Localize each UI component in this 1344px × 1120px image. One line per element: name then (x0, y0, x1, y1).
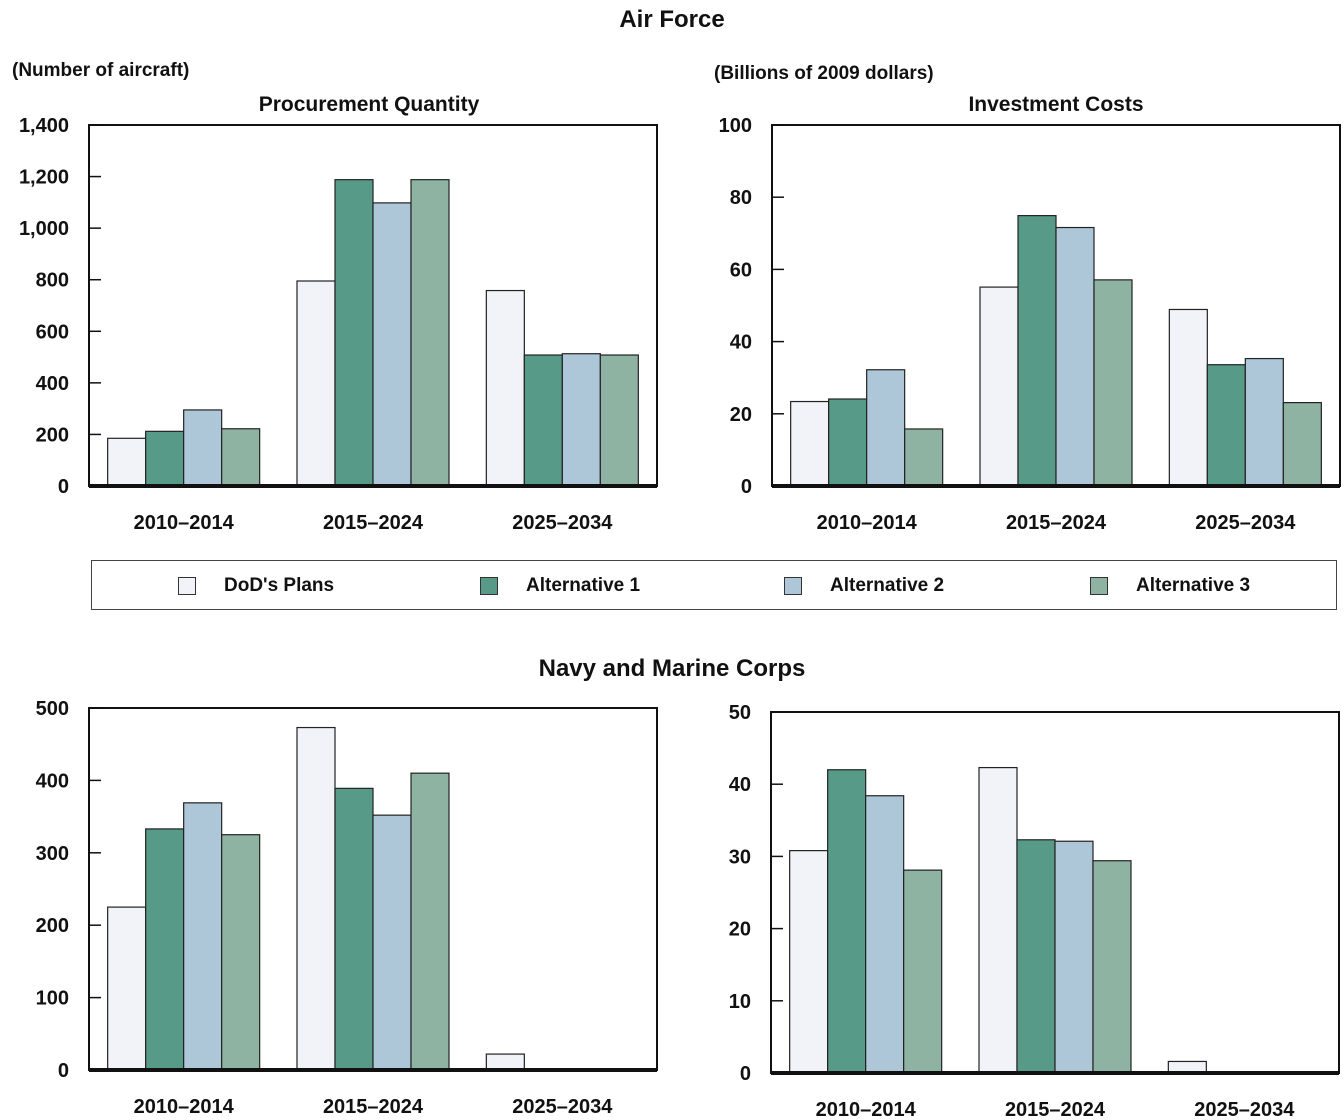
x-tick-label: 2025–2034 (512, 512, 613, 534)
bar-alternative-1 (827, 769, 867, 1074)
bar-alternative-2 (372, 202, 412, 487)
legend-swatch-alternative-1 (480, 577, 498, 595)
legend-label-alternative-2: Alternative 2 (830, 575, 945, 596)
y-tick-label: 100 (36, 988, 69, 1010)
x-tick-label: 2015–2024 (323, 512, 424, 534)
section-title-air-force: Air Force (619, 6, 725, 33)
bar-alternative-3 (221, 834, 261, 1071)
x-tick-label: 2015–2024 (1005, 1099, 1106, 1120)
legend-item-alternative-3: Alternative 3 (1090, 561, 1250, 611)
cost-unit-label: (Billions of 2009 dollars) (714, 63, 934, 84)
bar-dod-s-plans (1168, 308, 1208, 487)
bar-alternative-3 (410, 772, 450, 1071)
x-tick-label: 2010–2014 (134, 512, 235, 534)
bar-alternative-3 (221, 428, 261, 487)
legend-item-alternative-1: Alternative 1 (480, 561, 640, 611)
legend-item-alternative-2: Alternative 2 (784, 561, 944, 611)
bar-alternative-2 (372, 814, 412, 1071)
bar-alternative-1 (828, 398, 868, 487)
bar-alternative-3 (1092, 860, 1132, 1074)
y-tick-label: 40 (729, 774, 751, 796)
y-tick-label: 30 (729, 846, 751, 868)
bar-alternative-1 (145, 430, 185, 487)
bar-alternative-2 (1054, 840, 1094, 1074)
bar-alternative-1 (334, 787, 374, 1071)
bar-dod-s-plans (107, 906, 147, 1071)
y-tick-label: 20 (730, 404, 752, 426)
y-tick-label: 0 (58, 476, 69, 498)
bar-dod-s-plans (296, 280, 336, 487)
x-tick-label: 2025–2034 (1195, 512, 1296, 534)
x-tick-label: 2015–2024 (1006, 512, 1107, 534)
legend-swatch-alternative-3 (1090, 577, 1108, 595)
bar-alternative-1 (1016, 839, 1056, 1074)
bar-dod-s-plans (485, 1053, 525, 1071)
bar-alternative-2 (1055, 226, 1095, 487)
bar-alternative-2 (183, 409, 223, 487)
legend-label-alternative-1: Alternative 1 (526, 575, 641, 596)
bar-alternative-1 (523, 354, 563, 487)
y-tick-label: 50 (729, 702, 751, 724)
legend-swatch-alternative-2 (784, 577, 802, 595)
y-tick-label: 1,400 (19, 115, 69, 137)
y-tick-label: 60 (730, 259, 752, 281)
y-tick-label: 800 (36, 270, 69, 292)
y-tick-label: 40 (730, 332, 752, 354)
bar-dod-s-plans (296, 726, 336, 1071)
bar-alternative-1 (1017, 215, 1057, 487)
legend-swatch-dod-plans (178, 577, 196, 595)
y-tick-label: 20 (729, 919, 751, 941)
bar-dod-s-plans (107, 437, 147, 487)
bar-alternative-1 (145, 828, 185, 1071)
x-tick-label: 2010–2014 (134, 1096, 235, 1118)
y-tick-label: 200 (36, 424, 69, 446)
bar-alternative-3 (1282, 402, 1322, 487)
bar-alternative-2 (865, 795, 905, 1074)
legend-label-alternative-3: Alternative 3 (1136, 575, 1251, 596)
bar-alternative-3 (903, 869, 943, 1074)
bar-alternative-1 (1206, 364, 1246, 487)
bar-dod-s-plans (978, 766, 1018, 1074)
y-tick-label: 1,000 (19, 218, 69, 240)
y-tick-label: 500 (36, 698, 69, 720)
bar-alternative-2 (561, 353, 601, 487)
y-tick-label: 80 (730, 187, 752, 209)
y-tick-label: 100 (719, 115, 752, 137)
legend-item-dod-plans: DoD's Plans (178, 561, 334, 611)
section-title-navy-marine-corps: Navy and Marine Corps (538, 655, 806, 682)
chart-title-procurement-quantity: Procurement Quantity (258, 93, 480, 116)
bar-dod-s-plans (485, 289, 525, 487)
y-tick-label: 400 (36, 373, 69, 395)
bar-dod-s-plans (790, 400, 830, 487)
bar-alternative-3 (1093, 279, 1133, 487)
bar-alternative-2 (183, 802, 223, 1071)
bar-alternative-3 (904, 428, 944, 487)
y-tick-label: 0 (740, 1063, 751, 1085)
y-tick-label: 0 (58, 1060, 69, 1082)
y-tick-label: 400 (36, 770, 69, 792)
y-tick-label: 10 (729, 991, 751, 1013)
legend: DoD's Plans Alternative 1 Alternative 2 … (91, 560, 1337, 610)
x-tick-label: 2010–2014 (817, 512, 918, 534)
y-tick-label: 200 (36, 915, 69, 937)
legend-label-dod-plans: DoD's Plans (224, 575, 335, 596)
y-tick-label: 600 (36, 321, 69, 343)
x-tick-label: 2025–2034 (1194, 1099, 1295, 1120)
x-tick-label: 2015–2024 (323, 1096, 424, 1118)
y-tick-label: 1,200 (19, 167, 69, 189)
quantity-unit-label: (Number of aircraft) (12, 60, 190, 81)
bar-alternative-2 (866, 369, 906, 487)
bar-alternative-2 (1244, 357, 1284, 487)
bar-alternative-1 (334, 179, 374, 487)
bar-alternative-3 (410, 179, 450, 487)
bar-alternative-3 (599, 354, 639, 487)
y-tick-label: 300 (36, 843, 69, 865)
x-tick-label: 2010–2014 (816, 1099, 917, 1120)
bar-dod-s-plans (979, 286, 1019, 487)
bar-dod-s-plans (789, 850, 829, 1074)
y-tick-label: 0 (741, 476, 752, 498)
x-tick-label: 2025–2034 (512, 1096, 613, 1118)
chart-title-investment-costs: Investment Costs (968, 93, 1144, 116)
